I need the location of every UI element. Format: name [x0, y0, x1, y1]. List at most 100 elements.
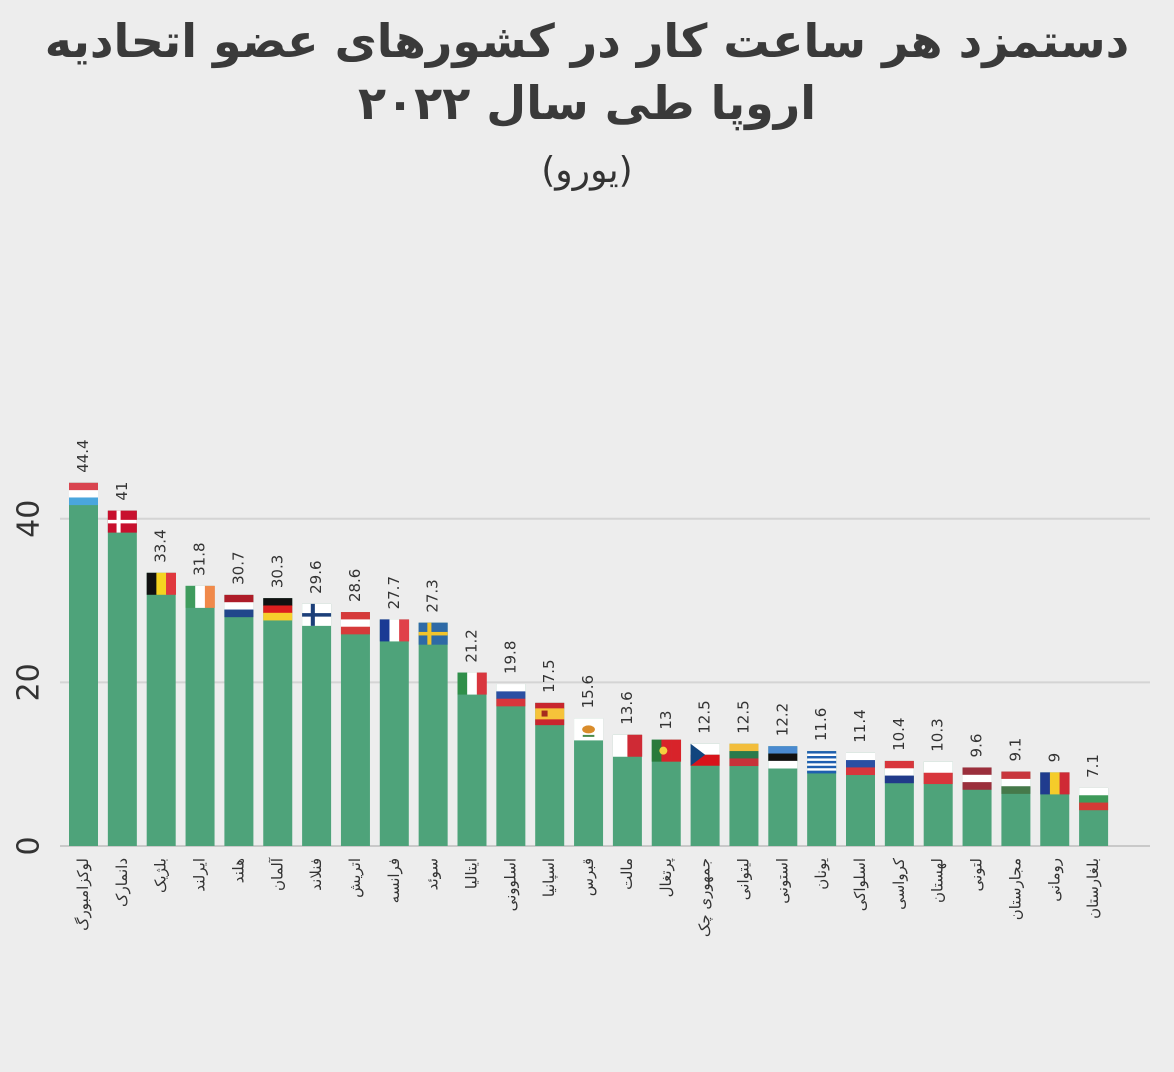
bar: [457, 672, 487, 846]
bar: [302, 603, 332, 846]
bulgaria-flag: [1079, 787, 1109, 811]
value-label: 31.8: [191, 542, 209, 575]
bar-group: 13 پرتغال: [651, 711, 682, 897]
category-label: فرانسه: [385, 858, 403, 903]
category-label: اسپانیا: [540, 858, 559, 897]
category-label: پرتغال: [657, 858, 676, 897]
germany-flag: [263, 598, 293, 621]
bar-group: 17.5 اسپانیا: [535, 659, 565, 897]
bar: [224, 594, 254, 846]
ireland-flag: [185, 585, 215, 608]
bar: [340, 612, 370, 846]
category-label: بلژیک: [152, 858, 170, 893]
value-label: 27.3: [424, 579, 442, 612]
value-label: 11.6: [812, 708, 830, 741]
malta-flag: [612, 734, 643, 757]
category-label: استونی: [773, 858, 791, 904]
chart-subtitle: (یورو): [541, 150, 633, 191]
value-label: 12.5: [734, 700, 752, 733]
value-label: 28.6: [346, 569, 364, 602]
category-label: لتونی: [968, 858, 986, 892]
bar: [146, 572, 176, 846]
bar-group: 19.8 اسلوونی: [496, 641, 526, 911]
sweden-flag: [418, 622, 448, 645]
category-label: اتریش: [346, 858, 364, 898]
category-label: ایرلند: [191, 858, 209, 892]
value-label: 7.1: [1084, 754, 1102, 778]
luxembourg-flag: [69, 482, 98, 506]
value-label: 19.8: [501, 641, 519, 674]
value-label: 9: [1045, 753, 1063, 763]
y-tick-label: 40: [12, 500, 47, 538]
bar-group: 31.8 ایرلند: [185, 542, 215, 892]
category-label: یونان: [812, 858, 830, 890]
category-label: مجارستان: [1006, 858, 1024, 920]
value-label: 29.6: [307, 560, 325, 593]
y-tick-label: 20: [12, 663, 47, 701]
category-label: قبرس: [579, 858, 597, 896]
lithuania-flag: [729, 743, 759, 767]
bar-group: 12.2 استونی: [768, 703, 798, 904]
croatia-flag: [884, 760, 914, 784]
bar: [496, 684, 526, 846]
netherlands-flag: [224, 594, 254, 618]
bar-group: 9 رومانی: [1040, 753, 1070, 902]
poland-flag: [923, 761, 953, 785]
estonia-flag: [768, 746, 798, 769]
hungary-flag: [1001, 771, 1031, 794]
value-label: 12.2: [773, 703, 791, 736]
bar-group: 13.6 مالت: [612, 691, 643, 890]
category-label: رومانی: [1045, 858, 1063, 902]
value-label: 21.2: [463, 629, 481, 662]
category-label: فنلاند: [307, 858, 325, 891]
bar-group: 12.5 جمهوری چک: [690, 700, 720, 937]
portugal-flag: [651, 739, 682, 762]
category-label: جمهوری چک: [696, 858, 714, 937]
value-label: 17.5: [540, 659, 558, 692]
value-label: 9.6: [968, 734, 986, 758]
bar-group: 29.6 فنلاند: [302, 560, 332, 891]
czech-flag: [690, 743, 720, 766]
italy-flag: [457, 672, 487, 695]
category-label: لهستان: [929, 858, 947, 903]
bar: [185, 585, 215, 846]
category-label: لوکزامبورگ: [74, 858, 92, 931]
bar: [418, 622, 448, 846]
bar-group: 44.4 لوکزامبورگ: [69, 439, 98, 931]
chart-title: دستمزد هر ساعت کار در کشورهای عضو اتحادی…: [44, 14, 1130, 130]
category-label: اسلواکی: [851, 858, 869, 911]
value-label: 15.6: [579, 675, 597, 708]
bar-group: 33.4 بلژیک: [146, 529, 176, 893]
category-label: سوئد: [424, 858, 442, 890]
value-label: 10.3: [929, 718, 947, 751]
category-label: بلغارستان: [1084, 858, 1102, 919]
denmark-flag: [107, 510, 137, 533]
bar: [263, 598, 293, 846]
value-label: 44.4: [74, 439, 92, 472]
bar-group: 27.3 سوئد: [418, 579, 448, 890]
bar-group: 7.1 بلغارستان: [1079, 754, 1109, 919]
bar-group: 10.4 کرواسی: [884, 718, 914, 910]
bar-group: 21.2 ایتالیا: [457, 629, 487, 889]
bar-group: 30.3 آلمان: [263, 555, 293, 891]
cyprus-flag: [574, 718, 604, 741]
latvia-flag: [962, 767, 992, 790]
bar-group: 9.1 مجارستان: [1001, 738, 1031, 920]
slovakia-flag: [846, 752, 875, 776]
greece-flag: [807, 751, 837, 774]
finland-flag: [302, 603, 332, 626]
slovenia-flag: [496, 684, 526, 707]
austria-flag: [340, 612, 370, 635]
value-label: 12.5: [696, 700, 714, 733]
bar-group: 27.7 فرانسه: [379, 576, 410, 903]
france-flag: [379, 619, 410, 642]
category-label: اسلوونی: [501, 858, 519, 911]
category-label: آلمان: [268, 857, 286, 891]
bar-group: 15.6 قبرس: [574, 675, 604, 896]
y-tick-label: 0: [12, 836, 47, 855]
belgium-flag: [146, 572, 176, 595]
bar: [379, 619, 409, 846]
category-label: دانمارک: [113, 858, 131, 907]
category-label: لیتوانی: [734, 858, 752, 900]
